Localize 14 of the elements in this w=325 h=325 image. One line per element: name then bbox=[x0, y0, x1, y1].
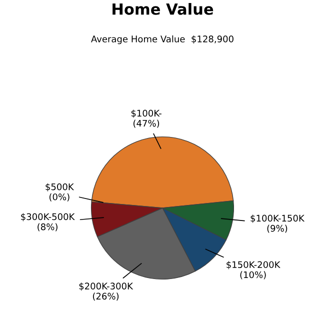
slice-label: $200K-300K bbox=[79, 282, 134, 291]
data-label: (47%) bbox=[133, 120, 160, 128]
data-label: (26%) bbox=[92, 292, 119, 301]
slice-label: $300K-500K bbox=[21, 213, 75, 222]
data-label: (8%) bbox=[38, 223, 58, 232]
data-label: (10%) bbox=[240, 271, 266, 280]
slice-label: $100K-150K bbox=[250, 214, 305, 223]
chart-title: Home Value bbox=[112, 3, 214, 15]
slice-label: $150K-200K bbox=[226, 261, 280, 270]
slice-label: $100K- bbox=[131, 110, 162, 118]
chart-subtitle: Average Home Value $128,900 bbox=[91, 35, 234, 44]
category-label: $500K bbox=[46, 183, 74, 192]
text: (0%) bbox=[49, 193, 70, 202]
data-label: (9%) bbox=[267, 224, 288, 233]
